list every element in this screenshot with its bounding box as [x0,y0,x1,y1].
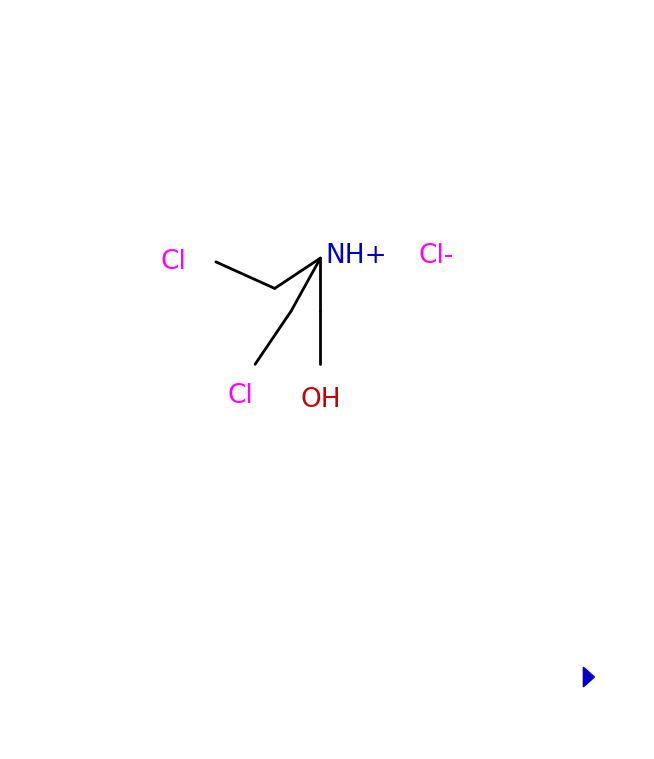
Text: Cl: Cl [161,249,186,275]
Text: Cl: Cl [228,383,254,409]
Text: NH+: NH+ [325,243,387,269]
Text: OH: OH [300,387,341,413]
Text: Cl-: Cl- [419,243,454,269]
Polygon shape [583,667,594,687]
